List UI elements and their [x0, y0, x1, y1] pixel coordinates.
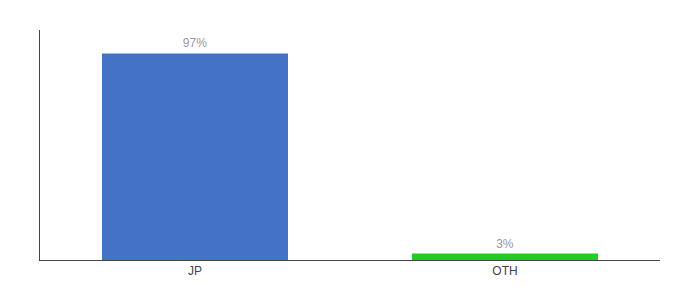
svg-text:OTH: OTH	[492, 264, 517, 278]
svg-text:97%: 97%	[183, 36, 207, 50]
svg-text:3%: 3%	[496, 237, 514, 251]
svg-text:JP: JP	[188, 264, 202, 278]
